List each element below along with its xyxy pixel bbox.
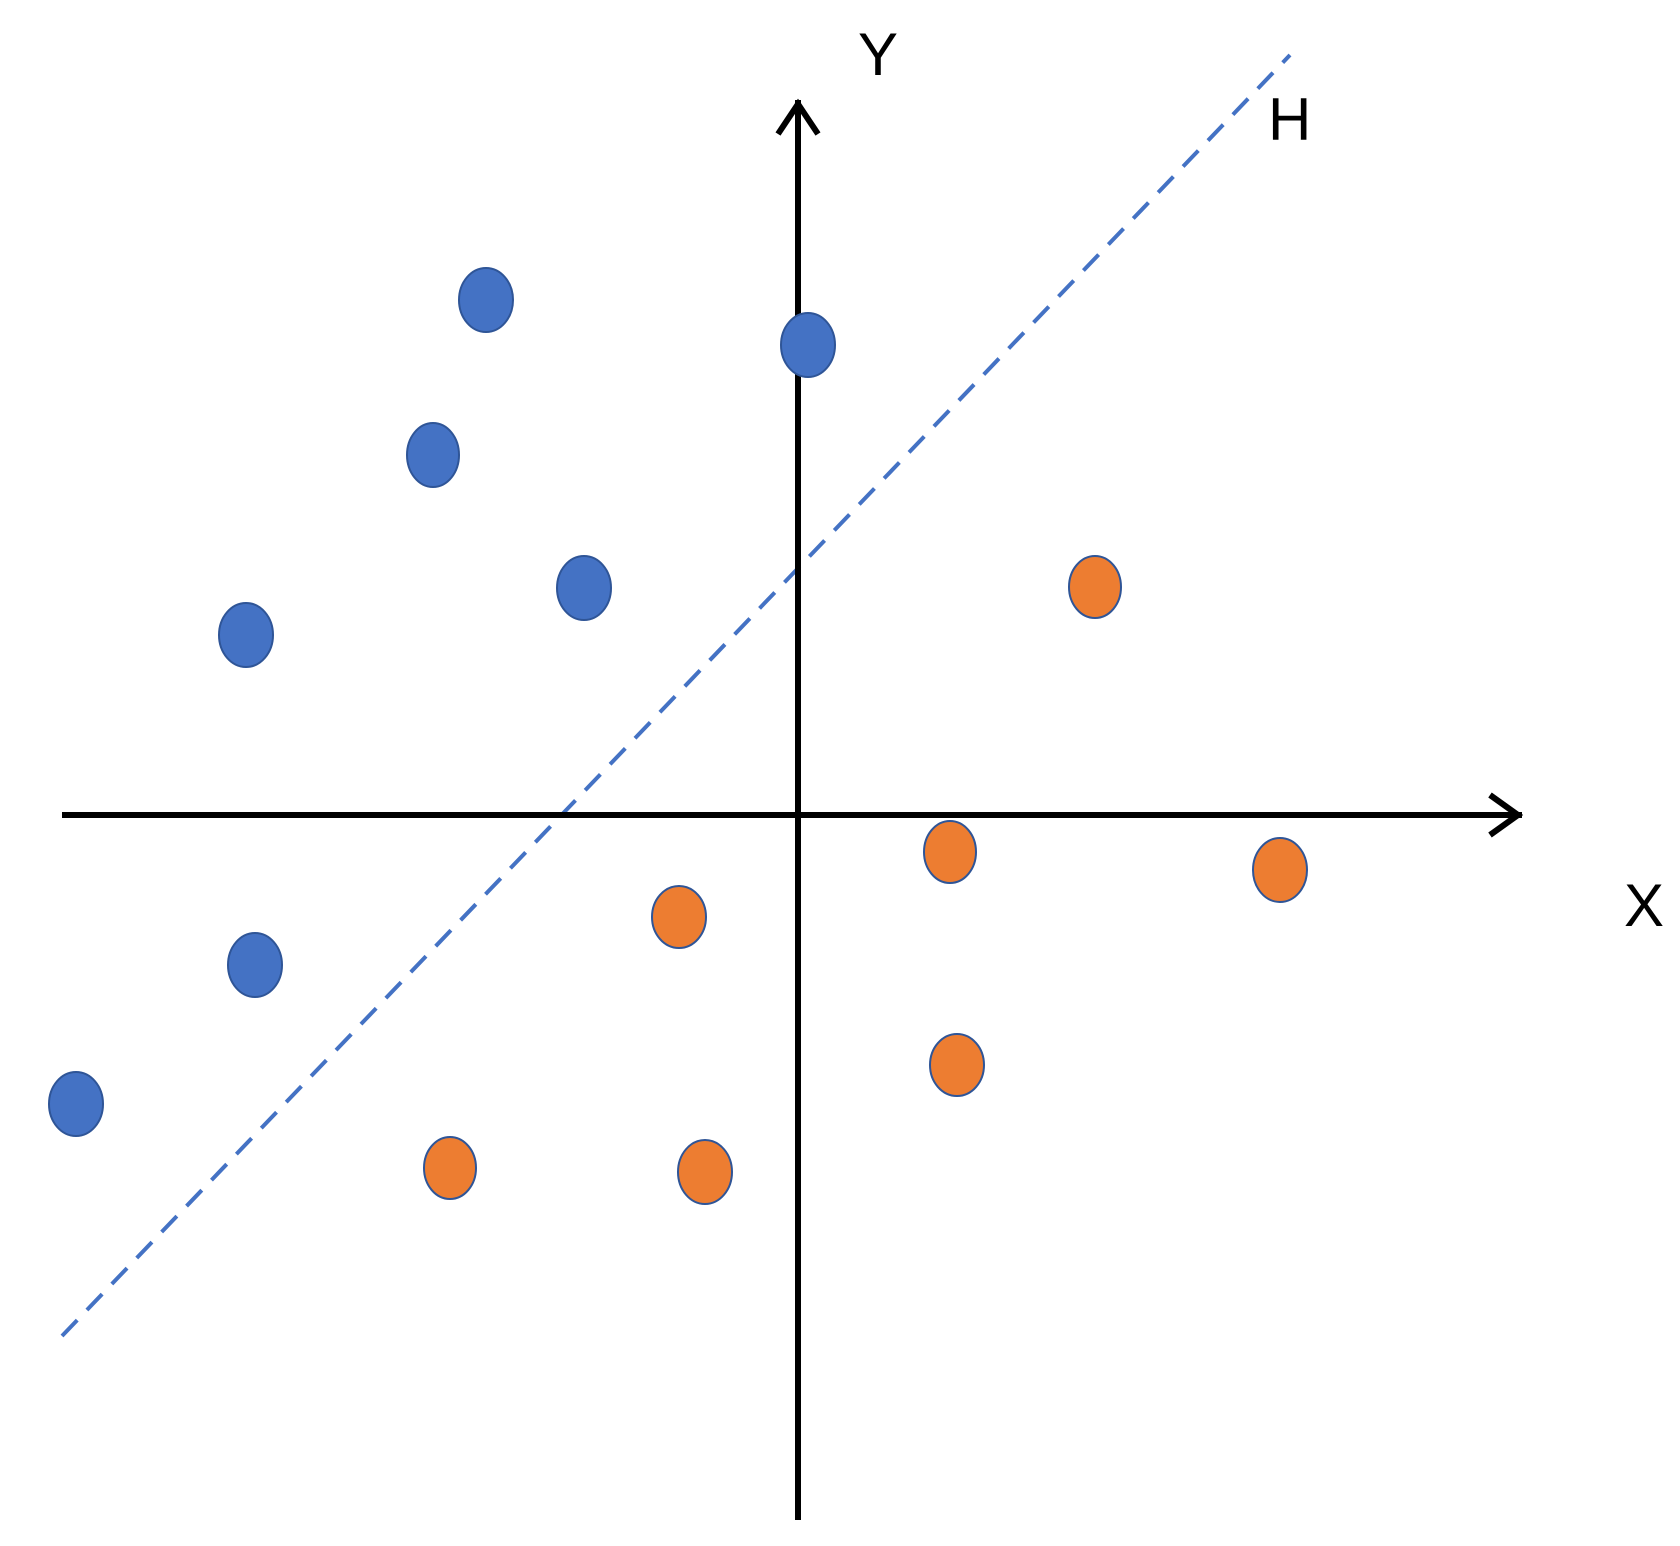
point-blue — [780, 312, 836, 378]
point-blue — [48, 1071, 104, 1137]
point-orange — [677, 1139, 733, 1205]
point-orange — [1252, 837, 1308, 903]
x-axis-arrowhead — [1488, 792, 1524, 838]
line-h-label: H — [1268, 86, 1311, 153]
point-blue — [556, 555, 612, 621]
point-blue — [458, 267, 514, 333]
y-axis-label: Y — [858, 21, 898, 88]
x-axis-label: X — [1624, 872, 1664, 939]
point-orange — [423, 1136, 477, 1200]
point-blue — [218, 602, 274, 668]
y-axis-arrowhead — [775, 98, 821, 136]
point-orange — [1068, 555, 1122, 619]
point-orange — [651, 885, 707, 949]
point-orange — [929, 1033, 985, 1097]
point-blue — [406, 422, 460, 488]
point-orange — [923, 820, 977, 884]
point-blue — [227, 932, 283, 998]
separating-line-h — [60, 53, 1292, 1338]
